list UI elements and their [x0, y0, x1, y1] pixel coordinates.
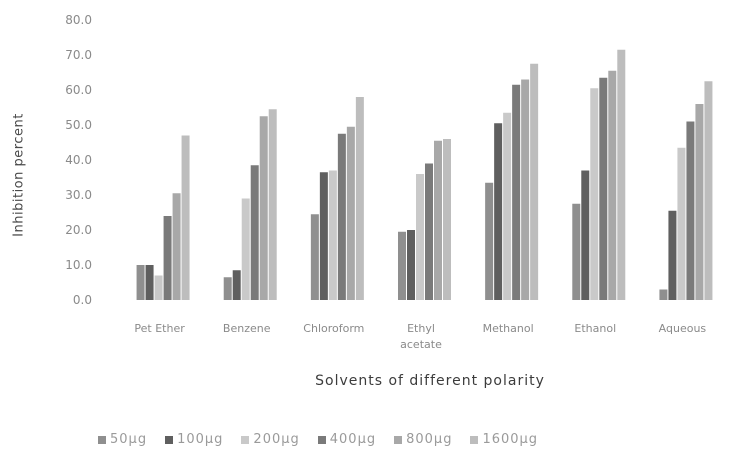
legend-item: 50µg: [98, 432, 147, 447]
y-tick-label: 30.0: [65, 188, 92, 202]
bar: [310, 214, 319, 300]
legend-swatch: [317, 435, 326, 444]
legend-label: 800µg: [406, 432, 453, 447]
y-tick-label: 60.0: [65, 83, 92, 97]
x-tick-label: Ethyl: [407, 322, 435, 335]
bar: [259, 116, 268, 300]
bar: [617, 49, 626, 300]
bar: [503, 112, 512, 300]
bar: [268, 109, 277, 300]
bar: [416, 174, 424, 300]
bar: [512, 84, 521, 300]
y-tick-label: 20.0: [65, 223, 92, 237]
y-tick-label: 0.0: [73, 293, 92, 307]
legend-item: 1600µg: [470, 432, 538, 447]
bar: [608, 70, 617, 300]
legend-item: 200µg: [241, 432, 299, 447]
bar: [172, 193, 181, 300]
bar: [530, 63, 539, 300]
x-tick-label: Methanol: [483, 322, 534, 335]
bar: [241, 198, 250, 300]
bar: [425, 163, 433, 300]
bar: [319, 172, 328, 300]
chart-plot: 0.0 10.0 20.0 30.0 40.0 50.0 60.0 70.0 80.0 Pet E…: [65, 13, 713, 351]
bar: [686, 121, 695, 300]
x-tick-label: Benzene: [223, 322, 271, 335]
bar: [494, 123, 503, 300]
x-axis-title: Solvents of different polarity: [315, 373, 545, 389]
legend-swatch: [98, 435, 106, 444]
bar: [572, 203, 581, 300]
bar: [223, 277, 232, 300]
x-tick-label: acetate: [400, 338, 442, 351]
bar: [328, 170, 337, 300]
legend: 50µg 100µg 200µg 400µg 800µg 1600µg: [98, 432, 538, 447]
legend-label: 200µg: [253, 432, 300, 447]
legend-label: 1600µg: [482, 432, 539, 447]
bar: [599, 77, 608, 300]
bar: [668, 210, 677, 300]
y-axis-title: Inhibition percent: [11, 113, 27, 237]
bar: [695, 104, 704, 300]
x-tick-label: Pet Ether: [134, 322, 185, 335]
y-tick-label: 10.0: [65, 258, 92, 272]
bar: [398, 231, 406, 300]
bar: [250, 165, 259, 300]
bar: [136, 265, 145, 300]
bar: [154, 275, 163, 300]
bar: [407, 230, 415, 300]
legend-swatch: [165, 435, 174, 444]
bar: [704, 81, 713, 300]
bar: [337, 133, 346, 300]
bar: [346, 126, 355, 300]
x-tick-label: Ethanol: [574, 322, 616, 335]
bar: [677, 147, 686, 300]
legend-label: 50µg: [110, 432, 148, 447]
bar: [181, 135, 190, 300]
legend-item: 400µg: [317, 432, 377, 447]
legend-swatch: [241, 435, 250, 444]
x-tick-label: Aqueous: [659, 322, 707, 335]
y-tick-label: 50.0: [65, 118, 92, 132]
y-tick-label: 80.0: [65, 13, 92, 27]
bar: [232, 270, 241, 300]
y-tick-label: 70.0: [65, 48, 92, 62]
bar: [581, 170, 590, 300]
bar: [443, 139, 451, 300]
bar: [521, 79, 530, 300]
bar: [485, 182, 494, 300]
legend-label: 100µg: [177, 432, 224, 447]
legend-swatch: [470, 435, 479, 444]
bar: [659, 289, 668, 300]
legend-label: 400µg: [329, 432, 377, 447]
y-tick-label: 40.0: [65, 153, 92, 167]
bar: [434, 140, 442, 300]
bar: [163, 216, 172, 300]
legend-item: 800µg: [394, 432, 452, 447]
bar: [590, 88, 599, 300]
legend-swatch: [394, 435, 403, 444]
bar: [145, 265, 154, 300]
x-tick-label: Chloroform: [303, 322, 364, 335]
legend-item: 100µg: [165, 432, 223, 447]
bar: [355, 97, 364, 300]
